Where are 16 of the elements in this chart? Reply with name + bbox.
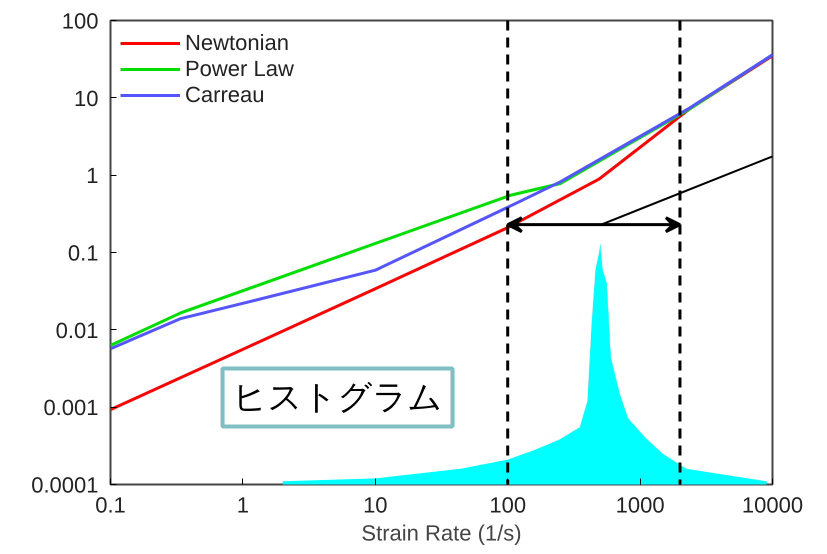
legend-label: Power Law	[185, 56, 294, 82]
x-tick-label: 100	[489, 492, 526, 518]
y-tick-label: 0.1	[68, 240, 99, 266]
x-tick-label: 10	[363, 492, 388, 518]
x-tick-label: 10000	[742, 492, 804, 518]
x-axis-title: Strain Rate (1/s)	[361, 520, 522, 546]
y-tick-label: 0.01	[56, 318, 99, 343]
x-tick-label: 1000	[616, 492, 665, 518]
legend-label: Newtonian	[185, 30, 289, 56]
y-tick-label: 1	[86, 163, 99, 188]
annotation: ヒストグラム	[232, 378, 442, 416]
x-tick-label: 1	[236, 492, 250, 518]
y-tick-label: 100	[62, 8, 99, 34]
legend-label: Carreau	[185, 82, 264, 108]
y-tick-label: 10	[74, 86, 99, 111]
y-tick-label: 0.001	[43, 395, 99, 420]
